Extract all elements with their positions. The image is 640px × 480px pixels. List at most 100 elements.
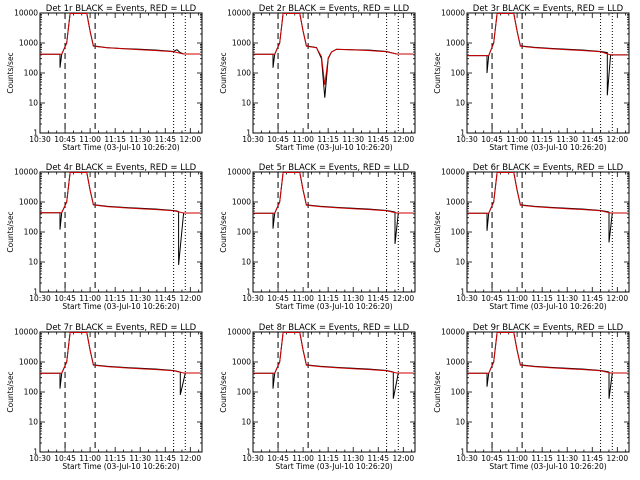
x-tick-label: 10:45 [267,135,289,144]
y-tick-label: 10000 [441,328,465,337]
x-tick-label: 11:45 [367,454,389,463]
x-tick-label: 12:00 [179,454,201,463]
x-tick-label: 11:45 [367,135,389,144]
y-tick-label: 1 [246,129,251,138]
y-axis-label: Counts/sec [219,371,228,412]
panel-title: Det 9r BLACK = Events, RED = LLD [473,323,624,333]
events-series-line [253,332,414,399]
lld-series-line [467,13,628,57]
x-tick-label: 11:45 [581,294,603,303]
x-tick-label: 10:45 [267,454,289,463]
plot-frame [252,12,416,134]
events-series-line [40,332,201,396]
x-tick-label: 10:30 [29,294,51,303]
lld-series-line [253,172,414,214]
x-tick-label: 11:30 [556,135,578,144]
y-tick-label: 10 [28,99,38,108]
lld-series-line [40,172,201,214]
y-tick-label: 10 [455,258,465,267]
y-tick-label: 1000 [446,358,465,367]
plot-frame [466,171,630,293]
y-tick-label: 1000 [232,39,251,48]
x-tick-label: 10:30 [242,294,264,303]
y-tick-label: 10000 [441,9,465,18]
detector-panel: 1 10 100 1000 10000 10:30 10:45 11:00 11:15 11:30… [6,4,203,152]
x-tick-label: 11:15 [531,454,553,463]
x-tick-label: 11:15 [104,135,126,144]
detector-panel: 1 10 100 1000 10000 10:30 10:45 11:00 11:15 11:30… [433,4,630,152]
y-tick-label: 1 [246,448,251,457]
panel-title: Det 8r BLACK = Events, RED = LLD [259,323,410,333]
x-tick-label: 11:00 [506,294,528,303]
y-tick-label: 1000 [232,358,251,367]
y-tick-label: 10 [28,258,38,267]
plot-frame [466,331,630,453]
x-tick-label: 10:45 [481,294,503,303]
x-tick-label: 11:00 [292,294,314,303]
y-tick-label: 100 [24,388,39,397]
plot-frame [39,171,203,293]
y-tick-label: 1000 [232,198,251,207]
y-tick-label: 1 [246,288,251,297]
x-tick-label: 11:00 [292,454,314,463]
x-axis-label: Start Time (03-Jul-10 10:26:20) [62,143,179,152]
y-tick-label: 100 [451,69,466,78]
x-tick-label: 10:30 [456,294,478,303]
detector-panel: 1 10 100 1000 10000 10:30 10:45 11:00 11:15 11:30… [219,4,416,152]
detector-panel: 1 10 100 1000 10000 10:30 10:45 11:00 11:15 11:30… [219,163,416,311]
x-tick-label: 10:45 [481,135,503,144]
y-tick-label: 100 [24,69,39,78]
y-tick-label: 10000 [227,9,251,18]
x-tick-label: 11:30 [342,454,364,463]
y-tick-label: 10 [241,258,251,267]
x-tick-label: 11:15 [317,294,339,303]
x-axis-label: Start Time (03-Jul-10 10:26:20) [275,302,392,311]
x-tick-label: 12:00 [179,135,201,144]
x-tick-label: 11:00 [506,135,528,144]
x-axis-label: Start Time (03-Jul-10 10:26:20) [275,143,392,152]
y-tick-label: 1000 [446,39,465,48]
x-tick-label: 11:15 [104,294,126,303]
x-tick-label: 12:00 [606,135,628,144]
y-tick-label: 1 [33,448,38,457]
y-tick-label: 10 [241,418,251,427]
x-tick-label: 10:45 [54,454,76,463]
y-tick-label: 100 [237,69,252,78]
x-tick-label: 10:30 [242,454,264,463]
y-tick-label: 10000 [227,328,251,337]
detector-panel: 1 10 100 1000 10000 10:30 10:45 11:00 11:15 11:30… [6,163,203,311]
lld-series-line [253,13,414,85]
x-tick-label: 11:15 [104,454,126,463]
panel-title: Det 1r BLACK = Events, RED = LLD [46,4,197,14]
x-tick-label: 11:15 [531,294,553,303]
x-tick-label: 12:00 [179,294,201,303]
y-tick-label: 1 [460,129,465,138]
x-tick-label: 11:30 [129,294,151,303]
y-tick-label: 100 [451,388,466,397]
x-tick-label: 11:30 [556,454,578,463]
x-tick-label: 11:45 [154,135,176,144]
lld-series-line [40,332,201,374]
y-tick-label: 10 [28,418,38,427]
y-tick-label: 1 [33,288,38,297]
y-tick-label: 1 [460,288,465,297]
y-tick-label: 1000 [446,198,465,207]
x-tick-label: 11:15 [317,135,339,144]
detector-panel: 1 10 100 1000 10000 10:30 10:45 11:00 11:15 11:30… [6,323,203,471]
x-tick-label: 11:30 [556,294,578,303]
panel-title: Det 6r BLACK = Events, RED = LLD [473,163,624,173]
plot-frame [252,171,416,293]
y-tick-label: 10 [455,418,465,427]
lld-series-line [253,332,414,374]
x-tick-label: 10:45 [481,454,503,463]
x-tick-label: 11:30 [129,454,151,463]
y-tick-label: 10000 [14,168,38,177]
x-axis-label: Start Time (03-Jul-10 10:26:20) [62,302,179,311]
x-tick-label: 10:45 [54,135,76,144]
y-axis-label: Counts/sec [433,211,442,252]
y-axis-label: Counts/sec [433,371,442,412]
y-tick-label: 10 [241,99,251,108]
detector-panel: 1 10 100 1000 10000 10:30 10:45 11:00 11:15 11:30… [219,323,416,471]
x-tick-label: 12:00 [392,294,414,303]
lld-series-line [40,13,201,55]
